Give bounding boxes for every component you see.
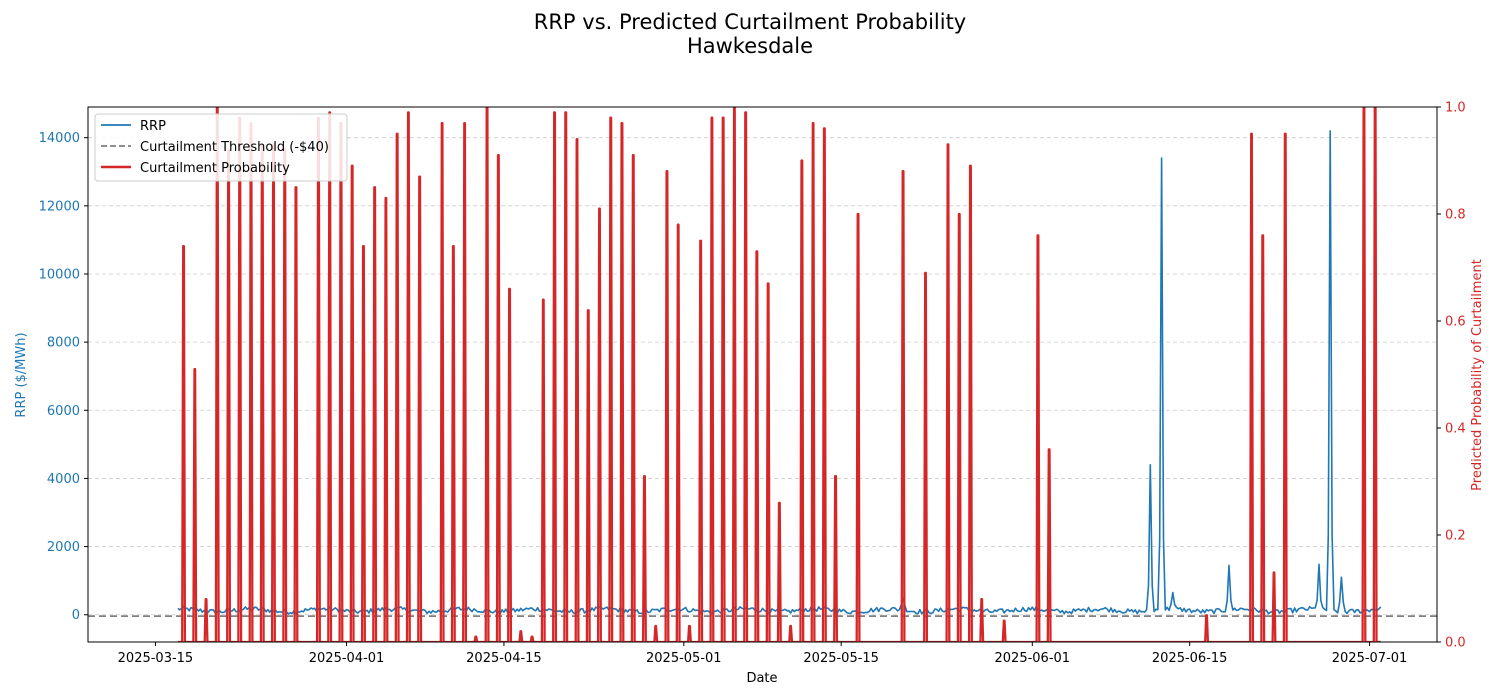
y-left-tick-label: 8000 <box>47 336 80 351</box>
probability-line <box>177 107 1381 642</box>
chart-title: RRP vs. Predicted Curtailment Probabilit… <box>533 10 967 34</box>
legend-probability-label: Curtailment Probability <box>140 161 290 176</box>
y-left-tick-label: 14000 <box>39 131 80 146</box>
y-axis-right: 0.0 0.2 0.4 0.6 0.8 1.0 <box>1437 101 1466 651</box>
x-tick-label: 2025-06-15 <box>1152 651 1228 666</box>
legend: RRP Curtailment Threshold (-$40) Curtail… <box>94 113 348 182</box>
chart-subtitle: Hawkesdale <box>686 34 814 58</box>
x-axis: 2025-03-15 2025-04-01 2025-04-15 2025-05-01… <box>118 642 1408 666</box>
x-tick-label: 2025-07-01 <box>1332 651 1408 666</box>
y-left-tick-label: 2000 <box>47 540 80 555</box>
y-left-tick-label: 4000 <box>47 472 80 487</box>
series-layer <box>88 107 1437 642</box>
y-axis-left-label: RRP ($/MWh) <box>14 332 29 417</box>
grid-lines <box>88 137 1437 616</box>
x-axis-label: Date <box>746 671 777 686</box>
y-right-tick-label: 0.8 <box>1445 208 1466 223</box>
y-left-tick-label: 0 <box>72 608 80 623</box>
x-tick-label: 2025-04-15 <box>466 651 542 666</box>
y-right-tick-label: 0.0 <box>1445 636 1466 651</box>
legend-threshold-label: Curtailment Threshold (-$40) <box>140 140 329 155</box>
y-right-tick-label: 1.0 <box>1445 101 1466 116</box>
x-tick-label: 2025-03-15 <box>118 651 194 666</box>
y-right-tick-label: 0.2 <box>1445 529 1466 544</box>
y-right-tick-label: 0.4 <box>1445 422 1466 437</box>
y-left-tick-label: 12000 <box>39 199 80 214</box>
x-tick-label: 2025-04-01 <box>309 651 385 666</box>
y-axis-left: 0 2000 4000 6000 8000 10000 12000 14000 <box>39 131 88 623</box>
y-left-tick-label: 6000 <box>47 404 80 419</box>
x-tick-label: 2025-05-15 <box>803 651 879 666</box>
x-tick-label: 2025-05-01 <box>646 651 722 666</box>
legend-box <box>94 113 348 182</box>
x-tick-label: 2025-06-01 <box>995 651 1071 666</box>
legend-rrp-label: RRP <box>140 119 166 134</box>
y-left-tick-label: 10000 <box>39 267 80 282</box>
y-axis-right-label: Predicted Probability of Curtailment <box>1470 259 1485 491</box>
y-right-tick-label: 0.6 <box>1445 315 1466 330</box>
plot-frame <box>87 106 1438 643</box>
